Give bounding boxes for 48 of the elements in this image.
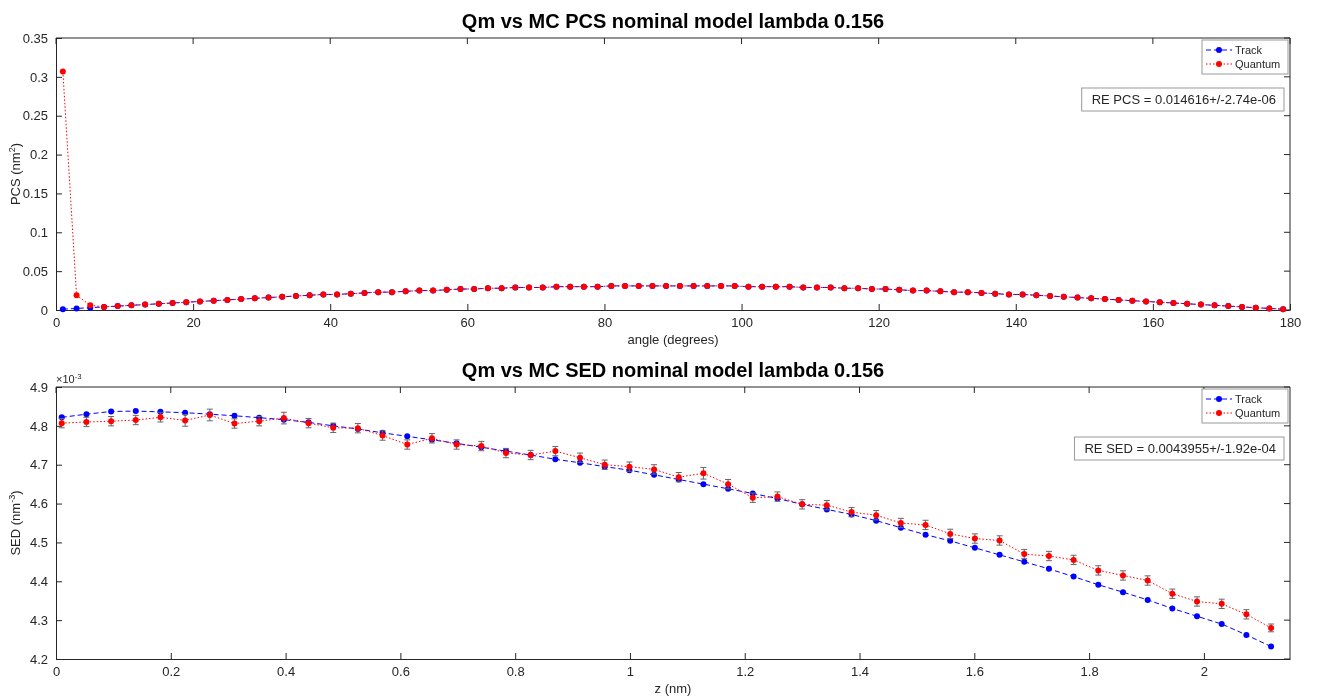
y-tick-label: 4.2 — [29, 651, 48, 667]
x-tick-label: 2 — [1200, 664, 1209, 680]
x-tick-label: 1.6 — [965, 664, 984, 680]
y-tick-label: 0.05 — [22, 263, 48, 279]
x-tick-label: 1.4 — [851, 664, 870, 680]
y-tick-label: 0.25 — [22, 108, 48, 124]
y-tick-label: 4.3 — [29, 612, 48, 628]
x-tick-label: 1.2 — [736, 664, 755, 680]
y-tick-label: 0.3 — [29, 69, 48, 85]
x-tick-label: 0.4 — [277, 664, 296, 680]
x-axis-title: z (nm) — [654, 681, 692, 696]
x-tick-label: 0 — [52, 315, 61, 331]
y-tick-label: 4.5 — [29, 535, 48, 551]
y-tick-label: 0 — [40, 302, 48, 318]
x-tick-label: 80 — [597, 315, 613, 331]
y-tick-label: 0.1 — [29, 224, 48, 240]
x-tick-label: 60 — [460, 315, 476, 331]
x-tick-label: 0.2 — [162, 664, 181, 680]
y-tick-label: 4.4 — [29, 573, 48, 589]
x-tick-label: 0.8 — [506, 664, 525, 680]
x-tick-label: 20 — [186, 315, 201, 331]
x-tick-label: 40 — [323, 315, 338, 331]
x-tick-label: 1.8 — [1080, 664, 1099, 680]
legend-label: Quantum — [1235, 407, 1281, 419]
legend-label: Track — [1235, 393, 1263, 405]
legend-label: Track — [1235, 44, 1263, 56]
x-tick-label: 1 — [626, 664, 635, 680]
chart-title: Qm vs MC PCS nominal model lambda 0.156 — [461, 10, 885, 32]
x-tick-label: 120 — [868, 315, 891, 331]
y-tick-label: 4.6 — [29, 496, 48, 512]
annotation: RE SED = 0.0043955+/-1.92e-04 — [1084, 441, 1276, 456]
x-tick-label: 0 — [52, 664, 61, 680]
x-tick-label: 160 — [1142, 315, 1165, 331]
x-tick-label: 0.6 — [391, 664, 410, 680]
y-tick-label: 0.35 — [22, 30, 48, 46]
x-tick-label: 180 — [1279, 315, 1302, 331]
x-axis-title: angle (degrees) — [627, 332, 719, 347]
chart-title: Qm vs MC SED nominal model lambda 0.156 — [461, 359, 885, 381]
y-tick-label: 0.2 — [29, 147, 48, 163]
y-tick-label: 4.9 — [29, 379, 48, 395]
y-tick-label: 4.7 — [29, 457, 48, 473]
annotation: RE PCS = 0.014616+/-2.74e-06 — [1091, 92, 1276, 107]
x-tick-label: 100 — [731, 315, 753, 331]
legend-label: Quantum — [1235, 58, 1281, 70]
y-tick-label: 0.15 — [22, 186, 48, 202]
text: ×10$^{-3}$ — [56, 371, 82, 385]
y-tick-label: 4.8 — [29, 418, 48, 434]
x-tick-label: 140 — [1005, 315, 1028, 331]
